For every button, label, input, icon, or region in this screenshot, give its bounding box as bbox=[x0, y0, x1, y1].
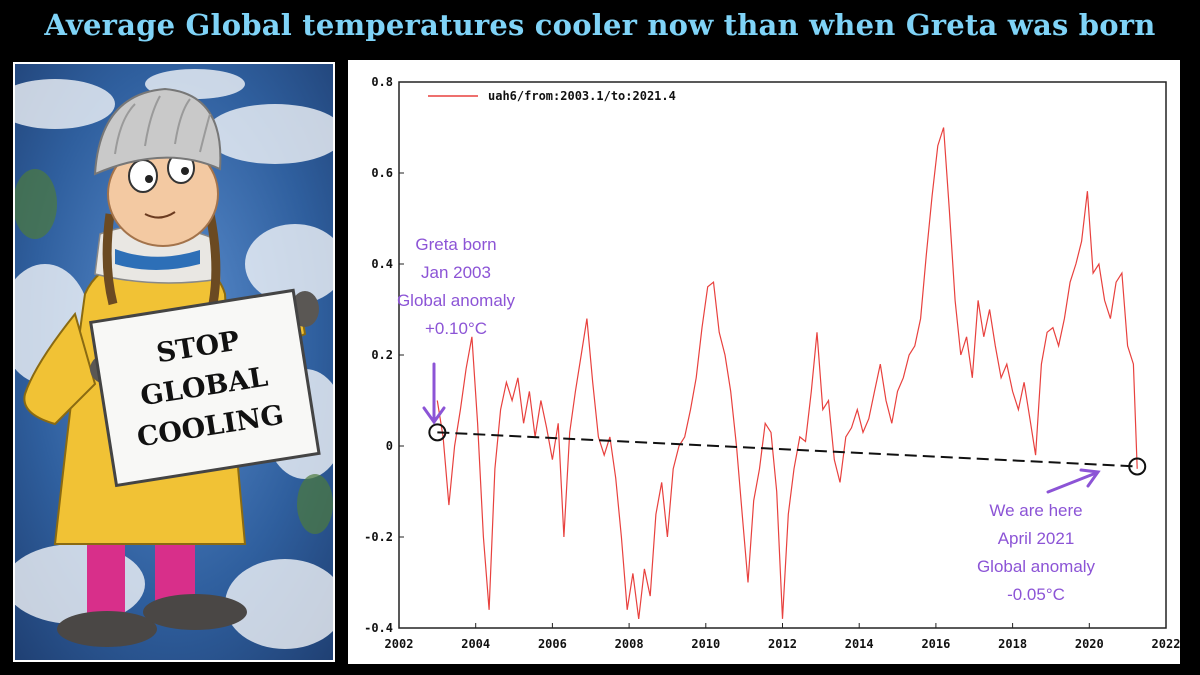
start-annotation-line-1: Greta born bbox=[415, 235, 496, 254]
land-patches bbox=[15, 169, 333, 534]
cartoon-illustration: STOP GLOBAL COOLING bbox=[15, 64, 333, 660]
mouth bbox=[144, 211, 176, 219]
end-marker-circle bbox=[1128, 457, 1147, 476]
y-tick-label: -0.2 bbox=[364, 530, 393, 544]
left-leg bbox=[87, 534, 125, 619]
headline: Average Global temperatures cooler now t… bbox=[44, 8, 1156, 42]
greta-cartoon: STOP GLOBAL COOLING bbox=[13, 62, 335, 662]
uah6-series-line bbox=[436, 127, 1138, 619]
legend-label: uah6/from:2003.1/to:2021.4 bbox=[488, 89, 676, 103]
start-annotation-line-2: Jan 2003 bbox=[421, 263, 491, 282]
left-eye bbox=[128, 159, 158, 193]
end-annotation-line-4: -0.05°C bbox=[1007, 585, 1065, 604]
blue-collar bbox=[115, 249, 200, 270]
right-braid bbox=[205, 213, 221, 305]
y-tick-label: -0.4 bbox=[364, 621, 393, 635]
y-tick-label: 0.8 bbox=[371, 75, 393, 89]
x-tick-label: 2006 bbox=[538, 637, 567, 651]
trend-line bbox=[437, 431, 1138, 468]
left-braid bbox=[102, 213, 118, 306]
y-tick-label: 0.2 bbox=[371, 348, 393, 362]
start-annotation-line-4: +0.10°C bbox=[425, 319, 487, 338]
x-tick-label: 2020 bbox=[1075, 637, 1104, 651]
start-marker-circle bbox=[428, 423, 447, 442]
end-annotation: We are here April 2021 Global anomaly -0… bbox=[977, 468, 1101, 604]
x-tick-label: 2010 bbox=[691, 637, 720, 651]
x-tick-label: 2016 bbox=[921, 637, 950, 651]
y-tick-label: 0.4 bbox=[371, 257, 393, 271]
end-annotation-line-1: We are here bbox=[989, 501, 1082, 520]
x-tick-label: 2008 bbox=[615, 637, 644, 651]
start-annotation-line-3: Global anomaly bbox=[397, 291, 516, 310]
left-shoe bbox=[57, 611, 157, 647]
x-tick-label: 2004 bbox=[461, 637, 490, 651]
x-tick-label: 2012 bbox=[768, 637, 797, 651]
temperature-chart: 0.8 0.6 0.4 0.2 0 -0.2 -0.4 2002 2004 2006 2008 20… bbox=[364, 75, 1180, 651]
knit-beanie bbox=[93, 87, 222, 176]
end-arrow-icon bbox=[1046, 468, 1101, 494]
protest-sign: STOP GLOBAL COOLING bbox=[88, 288, 321, 488]
y-tick-label: 0 bbox=[386, 439, 393, 453]
chart-panel: 0.8 0.6 0.4 0.2 0 -0.2 -0.4 2002 2004 2006 2008 20… bbox=[348, 60, 1180, 664]
y-tick-label: 0.6 bbox=[371, 166, 393, 180]
x-tick-label: 2002 bbox=[385, 637, 414, 651]
start-annotation: Greta born Jan 2003 Global anomaly +0.10… bbox=[397, 235, 516, 425]
coat-sleeve-left bbox=[23, 311, 97, 426]
x-tick-label: 2018 bbox=[998, 637, 1027, 651]
right-shoe bbox=[143, 594, 247, 630]
end-annotation-line-2: April 2021 bbox=[998, 529, 1075, 548]
x-tick-label: 2022 bbox=[1152, 637, 1180, 651]
x-tick-label: 2014 bbox=[845, 637, 874, 651]
end-annotation-line-3: Global anomaly bbox=[977, 557, 1096, 576]
start-arrow-icon bbox=[422, 362, 446, 425]
